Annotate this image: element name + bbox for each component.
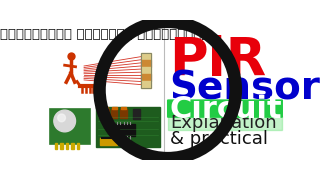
Bar bbox=[55, 143, 57, 149]
Bar bbox=[103, 109, 109, 118]
Bar bbox=[50, 109, 90, 144]
Bar bbox=[140, 81, 151, 88]
Circle shape bbox=[58, 114, 66, 122]
Bar bbox=[168, 116, 282, 130]
FancyBboxPatch shape bbox=[168, 100, 282, 117]
Bar bbox=[111, 109, 117, 118]
Bar bbox=[96, 107, 160, 147]
Bar bbox=[140, 67, 151, 74]
Bar bbox=[103, 107, 108, 109]
Text: Sensor: Sensor bbox=[169, 69, 320, 107]
Bar bbox=[140, 74, 151, 81]
Bar bbox=[121, 107, 126, 109]
Text: Circuit: Circuit bbox=[170, 95, 283, 124]
Text: & practical: & practical bbox=[170, 130, 268, 148]
Bar bbox=[77, 143, 79, 149]
Bar bbox=[140, 60, 151, 67]
Bar bbox=[112, 107, 116, 109]
Text: Explanation: Explanation bbox=[170, 114, 276, 132]
Bar bbox=[140, 53, 151, 88]
Text: PiR: PiR bbox=[169, 35, 267, 87]
Bar bbox=[133, 109, 140, 119]
Bar bbox=[71, 143, 74, 149]
Bar bbox=[114, 124, 135, 136]
Text: நீங்களும் சர்வீச் செய்யலாம்: நீங்களும் சர்வீச் செய்யலாம் bbox=[0, 28, 209, 41]
Bar bbox=[140, 53, 151, 60]
Bar bbox=[120, 109, 127, 118]
Circle shape bbox=[54, 110, 76, 132]
Bar bbox=[66, 143, 68, 149]
Bar bbox=[100, 138, 116, 145]
Bar bbox=[60, 143, 63, 149]
